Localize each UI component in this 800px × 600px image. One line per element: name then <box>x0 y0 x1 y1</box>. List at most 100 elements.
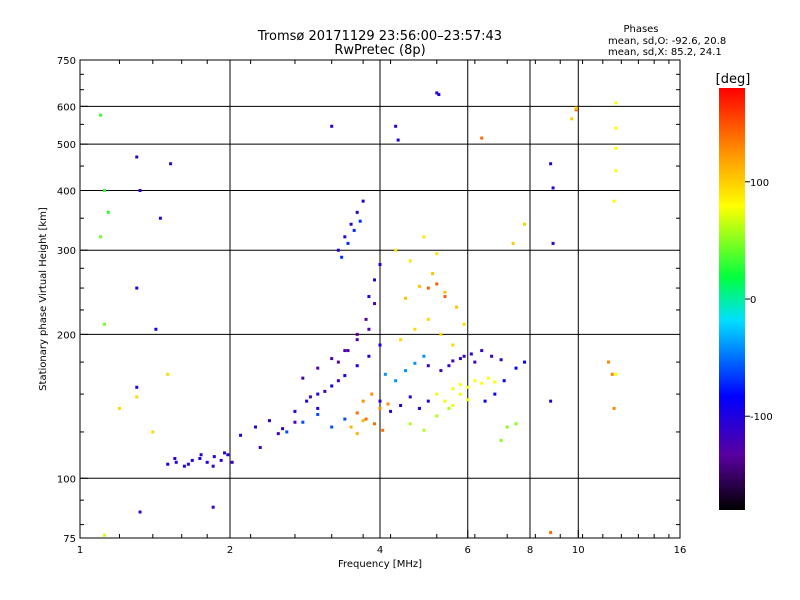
data-point <box>386 402 390 406</box>
data-point <box>301 420 305 424</box>
data-point <box>158 216 162 220</box>
data-point <box>574 108 578 112</box>
colorbar <box>719 88 745 510</box>
data-point <box>281 427 285 431</box>
data-point <box>174 460 178 464</box>
data-point <box>551 186 555 190</box>
x-axis-ticks: 1 2 4 6 8 10 16 <box>77 60 687 556</box>
data-point <box>166 372 170 376</box>
data-point <box>135 395 139 399</box>
data-point <box>462 322 466 326</box>
data-point <box>493 380 497 384</box>
data-point <box>186 462 190 466</box>
data-point <box>154 327 158 331</box>
data-point <box>352 228 356 232</box>
data-point <box>361 199 365 203</box>
x-tick-label: 4 <box>377 545 383 556</box>
data-point <box>612 199 616 203</box>
data-point <box>135 286 139 290</box>
y-tick-label: 75 <box>63 534 76 545</box>
data-point <box>223 451 227 455</box>
data-point <box>408 259 412 263</box>
data-point <box>458 392 462 396</box>
data-point <box>443 295 447 299</box>
data-point <box>614 101 618 105</box>
data-point <box>447 364 451 368</box>
data-point <box>399 338 403 342</box>
data-point <box>355 338 359 342</box>
y-tick-label: 300 <box>57 246 76 257</box>
data-point <box>451 343 455 347</box>
colorbar-label: [deg] <box>716 72 751 87</box>
data-point <box>483 399 487 403</box>
data-point <box>435 91 439 95</box>
data-point <box>355 332 359 336</box>
data-point <box>574 106 578 110</box>
data-point <box>330 384 334 388</box>
data-point <box>549 399 553 403</box>
data-point <box>443 290 447 294</box>
data-point <box>336 248 340 252</box>
data-point <box>439 369 443 373</box>
data-point <box>226 453 230 457</box>
data-point <box>293 420 297 424</box>
data-point <box>293 409 297 413</box>
data-point <box>426 317 430 321</box>
data-point <box>403 369 407 373</box>
data-point <box>355 210 359 214</box>
data-point <box>305 399 309 403</box>
data-point <box>349 222 353 226</box>
data-point <box>523 360 527 364</box>
data-point <box>323 389 327 393</box>
data-point <box>182 464 186 468</box>
phases-o-stats: mean, sd,O: -92.6, 20.8 <box>608 36 726 47</box>
data-point <box>447 406 451 410</box>
data-point <box>285 430 289 434</box>
data-point <box>219 458 223 462</box>
data-point <box>451 403 455 407</box>
data-point <box>435 414 439 418</box>
y-axis-label: Stationary phase Virtual Height [km] <box>38 207 49 391</box>
x-tick-label: 8 <box>527 545 533 556</box>
data-point <box>383 372 387 376</box>
data-point <box>198 456 202 460</box>
data-point <box>435 282 439 286</box>
data-point <box>378 399 382 403</box>
data-point <box>610 372 614 376</box>
grid-lines <box>80 60 680 538</box>
data-point <box>343 417 347 421</box>
data-point <box>117 406 121 410</box>
data-point <box>340 255 344 259</box>
chart-title: Tromsø 20171129 23:56:00–23:57:43 <box>257 29 502 44</box>
x-tick-label: 16 <box>674 545 687 556</box>
data-point <box>399 403 403 407</box>
data-point <box>499 438 503 442</box>
data-point <box>394 124 398 128</box>
data-point <box>355 411 359 415</box>
data-point <box>367 327 371 331</box>
data-point <box>361 419 365 423</box>
data-point <box>358 219 362 223</box>
data-point <box>426 286 430 290</box>
data-point <box>253 425 257 429</box>
data-point <box>462 354 466 358</box>
data-point <box>469 352 473 356</box>
data-point <box>408 422 412 426</box>
y-tick-label: 400 <box>57 186 76 197</box>
data-point <box>301 376 305 380</box>
data-point <box>570 117 574 121</box>
y-tick-label: 100 <box>57 474 76 485</box>
y-tick-label: 200 <box>57 330 76 341</box>
x-tick-label: 1 <box>77 545 83 556</box>
data-point <box>211 464 215 468</box>
data-point <box>549 162 553 166</box>
data-point <box>378 263 382 267</box>
y-tick-label: 750 <box>57 56 76 67</box>
data-point <box>514 366 518 370</box>
x-axis-label: Frequency [MHz] <box>338 559 422 570</box>
data-point <box>205 460 209 464</box>
data-point <box>336 379 340 383</box>
data-point <box>422 428 426 432</box>
data-point <box>355 364 359 368</box>
